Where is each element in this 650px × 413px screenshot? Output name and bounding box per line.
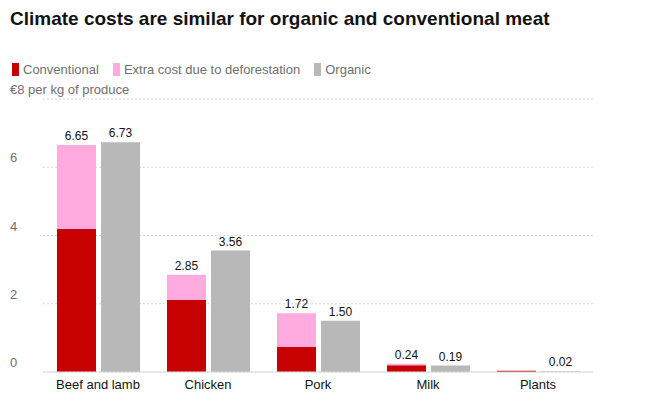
html-text:Conventional: Conventional [23,62,99,77]
svg-text:Milk: Milk [416,377,440,392]
svg-text:Beef and lamb: Beef and lamb [56,377,140,392]
svg-text:Pork: Pork [305,377,332,392]
html-text:Extra cost due to deforestatio: Extra cost due to deforestation [123,62,301,77]
svg-text:6.73: 6.73 [109,126,133,140]
svg-text:1.50: 1.50 [329,305,353,319]
svg-text:Chicken: Chicken [185,377,232,392]
svg-text:0.02: 0.02 [549,355,573,369]
svg-text:0: 0 [10,355,17,370]
svg-text:2: 2 [10,287,17,302]
svg-text:3.56: 3.56 [219,235,243,249]
svg-text:Plants: Plants [520,377,557,392]
svg-text:0.19: 0.19 [439,350,463,364]
svg-text:6: 6 [10,150,17,165]
svg-text:0.24: 0.24 [395,348,419,362]
svg-text:1.72: 1.72 [285,297,309,311]
svg-text:2.85: 2.85 [175,259,199,273]
html-text:Climate costs are similar for: Climate costs are similar for organic an… [10,8,550,29]
svg-text:4: 4 [10,219,17,234]
svg-text:6.65: 6.65 [65,129,89,143]
svg-text:€8 per kg of produce: €8 per kg of produce [10,82,129,97]
html-text:Organic: Organic [325,62,371,77]
